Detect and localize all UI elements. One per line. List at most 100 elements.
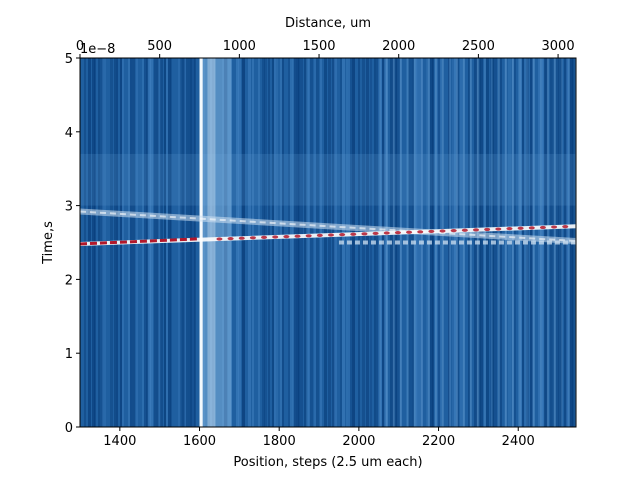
hot-spot xyxy=(272,235,279,239)
plot-frame xyxy=(79,57,577,428)
heatmap-streak xyxy=(188,58,190,427)
heatmap-streak xyxy=(408,58,410,427)
heatmap-streak xyxy=(274,58,276,427)
top-x-tick-label: 1000 xyxy=(223,39,256,54)
top-x-tick-label: 500 xyxy=(147,39,172,54)
heatmap-streak xyxy=(497,58,500,427)
heatmap-streak xyxy=(520,58,522,427)
hot-spot xyxy=(461,228,468,232)
heatmap-streak xyxy=(178,58,181,427)
x-tick-label: 1600 xyxy=(183,434,216,449)
heatmap-streak xyxy=(184,58,186,427)
hot-spot xyxy=(528,226,535,230)
x-tick-label: 1400 xyxy=(103,434,136,449)
heatmap-streak xyxy=(304,58,307,427)
heatmap-streak xyxy=(308,58,310,427)
heatmap-streak xyxy=(238,58,241,427)
top-x-tick-label: 2500 xyxy=(462,39,495,54)
heatmap-streak xyxy=(288,58,290,427)
hot-spot xyxy=(327,233,334,237)
bright-column xyxy=(199,58,203,427)
heatmap-streak xyxy=(432,58,434,427)
heatmap-streak xyxy=(448,58,451,427)
heatmap-streak xyxy=(272,58,274,427)
hot-spot xyxy=(450,229,457,233)
heatmap-streak xyxy=(441,58,444,427)
heatmap-streak xyxy=(290,58,293,427)
x-axis: 1400 1600 1800 2000 2200 2400 xyxy=(103,427,535,449)
heatmap-streak xyxy=(332,58,335,427)
heatmap-streak xyxy=(192,58,195,427)
x-tick-label: 2400 xyxy=(502,434,535,449)
hot-spot xyxy=(394,231,401,235)
y-tick-label: 4 xyxy=(65,126,73,141)
heatmap-streak xyxy=(392,58,395,427)
hot-spot xyxy=(350,232,357,236)
y-tick-label: 0 xyxy=(65,421,73,436)
heatmap-streak xyxy=(528,58,530,427)
hot-spot xyxy=(517,226,524,230)
hot-spot xyxy=(539,225,546,230)
hot-spot xyxy=(383,231,390,235)
hot-spot xyxy=(473,228,480,232)
heatmap-streak xyxy=(306,58,309,427)
y-tick-label: 5 xyxy=(65,52,73,67)
hot-spot xyxy=(372,231,379,236)
heatmap-streak xyxy=(292,58,294,427)
heatmap-streak xyxy=(399,58,402,427)
hot-spot xyxy=(261,235,268,240)
heatmap-streak xyxy=(296,58,299,427)
x-axis-label: Position, steps (2.5 um each) xyxy=(233,455,422,470)
hot-spot xyxy=(283,235,290,239)
heatmap-streak xyxy=(258,58,260,427)
heatmap-streak xyxy=(416,58,418,427)
heatmap-streak xyxy=(264,58,267,427)
hot-spot xyxy=(484,227,491,232)
heatmap-streak xyxy=(334,58,337,427)
bright-column-halo xyxy=(202,58,232,427)
heatmap-streak xyxy=(294,58,296,427)
heatmap-diffuse-band xyxy=(80,153,576,206)
top-x-tick-label: 2000 xyxy=(382,39,415,54)
heatmap-streak xyxy=(352,58,355,427)
heatmap-streak xyxy=(504,58,507,427)
hot-spot xyxy=(506,227,513,231)
heatmap-streak xyxy=(190,58,192,427)
heatmap-streak xyxy=(544,58,547,427)
heatmap-streak xyxy=(252,58,254,427)
heatmap-streak xyxy=(324,58,327,427)
heatmap-streak xyxy=(186,58,188,427)
upper-band-core xyxy=(80,210,576,243)
heatmap-streak xyxy=(182,58,185,427)
hot-spot xyxy=(238,236,245,240)
heatmap-streak xyxy=(282,58,284,427)
top-x-tick-label: 0 xyxy=(76,39,84,54)
hot-spot xyxy=(406,230,413,234)
hot-spot xyxy=(551,225,558,229)
heatmap-streak xyxy=(298,58,300,427)
y-axis-label: Time,s xyxy=(41,221,56,265)
heatmap-streak xyxy=(300,58,303,427)
heatmap-streak xyxy=(242,58,245,427)
hot-spot xyxy=(316,233,323,238)
heatmap-streak xyxy=(268,58,270,427)
x-tick-label: 1800 xyxy=(263,434,296,449)
top-x-tick-label: 3000 xyxy=(542,39,575,54)
heatmap-streak xyxy=(314,58,316,427)
x-tick-label: 2200 xyxy=(422,434,455,449)
heatmap-streak xyxy=(480,58,483,427)
top-axis-label: Distance, um xyxy=(285,16,371,31)
hot-spot xyxy=(361,232,368,236)
top-x-tick-label: 1500 xyxy=(302,39,335,54)
hot-spot xyxy=(428,229,435,234)
hot-spot xyxy=(227,236,234,241)
y-offset-label: 1e−8 xyxy=(80,42,115,57)
heatmap-streak xyxy=(328,58,331,427)
heatmap-streak xyxy=(248,58,251,427)
heatmap-streak xyxy=(511,58,514,427)
heatmap-streak xyxy=(316,58,319,427)
heatmap-streak xyxy=(194,58,196,427)
top-x-axis: 0 500 1000 1500 2000 2500 3000 xyxy=(76,39,575,58)
hot-spot xyxy=(562,225,569,229)
